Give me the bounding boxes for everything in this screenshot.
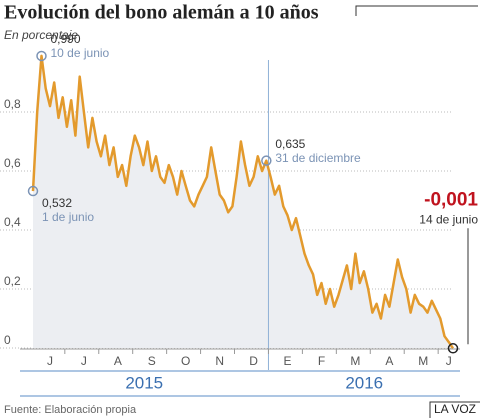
source: Fuente: Elaboración propia [4,404,137,416]
date-label: 10 de junio [50,46,109,60]
brand-bracket [429,401,480,418]
x-tick-label: A [114,354,122,368]
x-tick-label: M [418,354,428,368]
point-marker [27,185,39,197]
x-tick-label: N [215,354,224,368]
x-tick-label: A [385,354,393,368]
point-marker [447,343,459,354]
title-bracket [355,5,478,16]
subtitle: En porcentaje [4,28,78,42]
x-tick-label: D [249,354,258,368]
x-tick-label: E [284,354,292,368]
y-tick-label: 0 [4,333,11,347]
value-label: 0,990 [50,32,80,46]
date-label: 1 de junio [42,210,94,224]
x-tick-label: J [81,354,87,368]
value-label: 0,532 [42,196,72,210]
y-tick-label: 0,4 [4,215,21,229]
y-tick-label: 0,2 [4,274,21,288]
date-label: 14 de junio [419,212,478,226]
value-label: 0,635 [275,137,305,151]
chart-title: Evolución del bono alemán a 10 años [4,2,319,24]
x-tick-label: M [350,354,360,368]
point-marker [36,50,47,62]
year-label: 2016 [345,373,383,392]
x-tick-label: O [181,354,190,368]
year-label: 2015 [125,373,163,392]
x-tick-label: S [148,354,156,368]
x-tick-label: J [47,354,53,368]
point-marker [261,155,272,166]
x-tick-label: J [446,354,452,368]
date-label: 31 de diciembre [275,151,361,165]
brand: LA VOZ [434,402,476,416]
value-label: -0,001 [424,189,478,210]
y-tick-label: 0,6 [4,156,21,170]
line [31,54,455,350]
x-tick-label: F [318,354,325,368]
y-tick-label: 0,8 [4,97,21,111]
